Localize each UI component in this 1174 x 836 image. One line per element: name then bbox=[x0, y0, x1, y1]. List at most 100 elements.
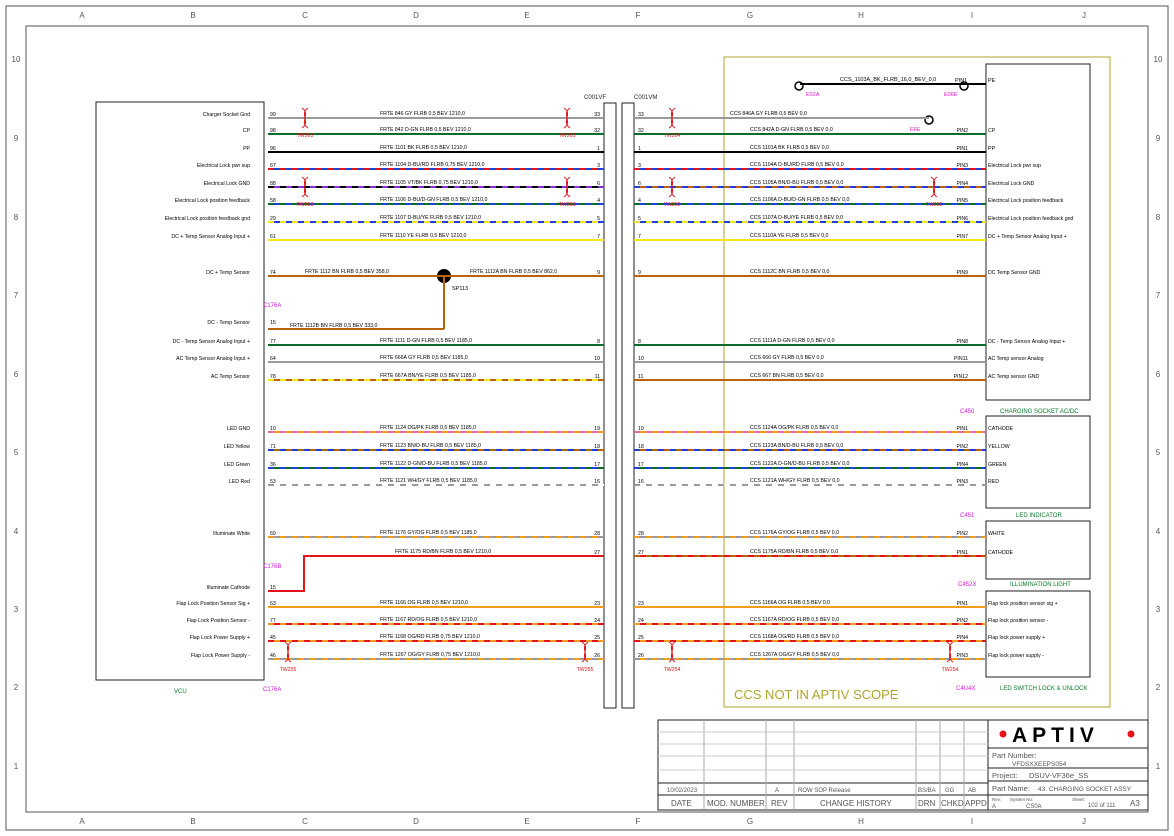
inline-pin-female: 26 bbox=[594, 653, 600, 659]
inline-pin-female: 28 bbox=[594, 531, 600, 537]
sheet-label: Sheet: bbox=[1072, 797, 1085, 802]
wire-label: FRTE 1176 GY/OG FLRB 0,5 BEV 1185,0 bbox=[380, 530, 477, 536]
inline-pin-male: 33 bbox=[638, 112, 644, 118]
component-pin-number: PIN2 bbox=[956, 444, 968, 450]
led-switch-connector bbox=[985, 590, 1091, 678]
system-value: CS0A bbox=[1026, 804, 1042, 810]
ground-e06e-label: E06E bbox=[944, 92, 958, 98]
wire-label: CCS 846A GY FLRB 0,5 BEV 0,0 bbox=[730, 111, 807, 117]
vcu-pin-label: Flap Lock Position Sensor - bbox=[187, 618, 251, 624]
wire-label: FRTE 1124 OG/PK FLRB 0,5 BEV 1185,0 bbox=[380, 425, 476, 431]
inline-pin-female: 5 bbox=[597, 216, 600, 222]
component-pin-number: PIN12 bbox=[954, 374, 969, 380]
twist-label: TW252 bbox=[926, 202, 943, 208]
grid-row-label-right: 6 bbox=[1156, 370, 1161, 379]
twist-marker bbox=[668, 107, 676, 129]
vcu-pin-number: 77 bbox=[270, 339, 276, 345]
inline-pin-female: 33 bbox=[594, 112, 600, 118]
wire-label: CCS 1101A BK FLRB 0,5 BEV 0,0 bbox=[750, 145, 829, 151]
inline-pin-male: 17 bbox=[638, 462, 644, 468]
vcu-pin-label: Electrical Lock position feedback gnd bbox=[165, 216, 250, 222]
vcu-pin-label: Electrical Lock pwr sup bbox=[197, 163, 250, 169]
wire-label: FRTE 1267 OG/GY FLRB 0,75 BEV 1210,0 bbox=[380, 652, 480, 658]
grid-col-label-top: I bbox=[971, 11, 973, 20]
component-pin-number: PIN3 bbox=[956, 163, 968, 169]
vcu-pin-number: 64 bbox=[270, 356, 276, 362]
project: DSUV-VF36e_SS bbox=[1029, 771, 1088, 780]
c451-name: LED INDICATOR bbox=[1016, 513, 1062, 519]
grid-col-label-bottom: D bbox=[413, 817, 419, 826]
wire-label: FRTE 1105 VT/BK FLRB 0,75 BEV 1210,0 bbox=[380, 180, 478, 186]
inline-pin-male: 6 bbox=[638, 181, 641, 187]
component-pin-number: PIN3 bbox=[956, 479, 968, 485]
c176a-label: C176A bbox=[263, 303, 281, 309]
component-pin-label: WHITE bbox=[988, 531, 1005, 537]
component-pin-label: DC + Temp Sensor Analog Input + bbox=[988, 234, 1067, 240]
ground-e6e-label: E6E bbox=[910, 127, 921, 133]
grid-col-label-bottom: F bbox=[636, 817, 641, 826]
grid-row-label-right: 8 bbox=[1156, 213, 1161, 222]
system-label: System No: bbox=[1010, 797, 1033, 802]
vcu-pin-number: 46 bbox=[270, 653, 276, 659]
component-pin-number: PIN1 bbox=[956, 550, 968, 556]
wire-label: CCS 1106A D-BU/D-GN FLRB 0,5 BEV 0,0 bbox=[750, 197, 849, 203]
component-pin-number: PIN5 bbox=[956, 198, 968, 204]
component-pin-number: PIN1 bbox=[956, 601, 968, 607]
logo-dot-left bbox=[999, 730, 1007, 738]
vcu-connector bbox=[95, 101, 265, 681]
vcu-pin-label: Illuminate Cathode bbox=[207, 585, 250, 591]
inline-pin-male: 23 bbox=[638, 601, 644, 607]
wire-label: FRTE 846 GY FLRB 0,5 BEV 1210,0 bbox=[380, 111, 465, 117]
part-number: VFDSXXEEPS054 bbox=[1012, 761, 1067, 768]
history-chkd: GG bbox=[945, 788, 955, 794]
vcu-pin-label: PP bbox=[243, 146, 250, 152]
grid-col-label-bottom: I bbox=[971, 817, 973, 826]
inline-pin-female: 6 bbox=[597, 181, 600, 187]
wire-label: FRTE 1166 OG FLRB 0,5 BEV 1210,0 bbox=[380, 600, 468, 606]
ground-pe-label: PE bbox=[988, 78, 996, 84]
aptiv-logo: APTIV bbox=[1012, 724, 1099, 747]
inline-pin-male: 32 bbox=[638, 128, 644, 134]
component-pin-label: CP bbox=[988, 128, 996, 134]
twist-label: TW253 bbox=[559, 202, 576, 208]
wire-label: FRTE 1121 WH/GY FLRB 0,5 BEV 1185,0 bbox=[380, 478, 477, 484]
vcu-pin-number: 98 bbox=[270, 128, 276, 134]
title-block: APTIV Part Number: VFDSXXEEPS054 Project… bbox=[657, 719, 1149, 811]
wire-label: FRTE 1168 OG/RD FLRB 0,75 BEV 1210,0 bbox=[380, 634, 480, 640]
vcu-pin-label: DC - Temp Sensor bbox=[207, 320, 250, 326]
twist-marker bbox=[563, 176, 571, 198]
wire-label: CCS 1104A D-BU/RD FLRB 0,5 BEV 0,0 bbox=[750, 162, 844, 168]
twist-label: TW253 bbox=[297, 202, 314, 208]
history-date: 10/02/2023 bbox=[667, 788, 698, 794]
vcu-pin-number: 99 bbox=[270, 112, 276, 118]
component-pin-label: GREEN bbox=[988, 462, 1007, 468]
inline-pin-female: 32 bbox=[594, 128, 600, 134]
c176b-label: C176B bbox=[263, 564, 281, 570]
inline-pin-female: 19 bbox=[594, 426, 600, 432]
wire-label: CCS 1123A BN/D-BU FLRB 0,5 BEV 0,0 bbox=[750, 443, 843, 449]
component-pin-label: Flap lock position sensor sig + bbox=[988, 601, 1058, 607]
grid-row-label-right: 2 bbox=[1156, 683, 1161, 692]
wire-label: CCS 1166A OG FLRB 0,5 BEV 0,0 bbox=[750, 600, 830, 606]
header-mod-number: MOD. NUMBER bbox=[707, 799, 765, 808]
wire-label: FRTE 1123 BN/D-BU FLRB 0,5 BEV 1185,0 bbox=[380, 443, 481, 449]
inline-pin-female: 16 bbox=[594, 479, 600, 485]
wire-label: FRTE 842 D-GN FLRB 0,5 BEV 1210,0 bbox=[380, 127, 471, 133]
part-number-label: Part Number: bbox=[992, 751, 1037, 760]
component-pin-number: PIN4 bbox=[956, 462, 968, 468]
vcu-label: VCU bbox=[174, 689, 187, 695]
grid-row-label-right: 7 bbox=[1156, 291, 1161, 300]
wire-label: CCS 1112C BN FLRB 0,5 BEV 0,0 bbox=[750, 269, 829, 275]
inline-pin-male: 16 bbox=[638, 479, 644, 485]
twist-marker bbox=[930, 176, 938, 198]
ground-e02a-label: E02A bbox=[806, 92, 820, 98]
vcu-pin-number: 45 bbox=[270, 635, 276, 641]
component-pin-label: RED bbox=[988, 479, 999, 485]
vcu-pin-number: 63 bbox=[270, 601, 276, 607]
ground-eyelet-e6e bbox=[924, 115, 934, 125]
twist-marker bbox=[668, 641, 676, 663]
component-pin-label: YELLOW bbox=[988, 444, 1010, 450]
twist-label: TW254 bbox=[942, 667, 959, 673]
